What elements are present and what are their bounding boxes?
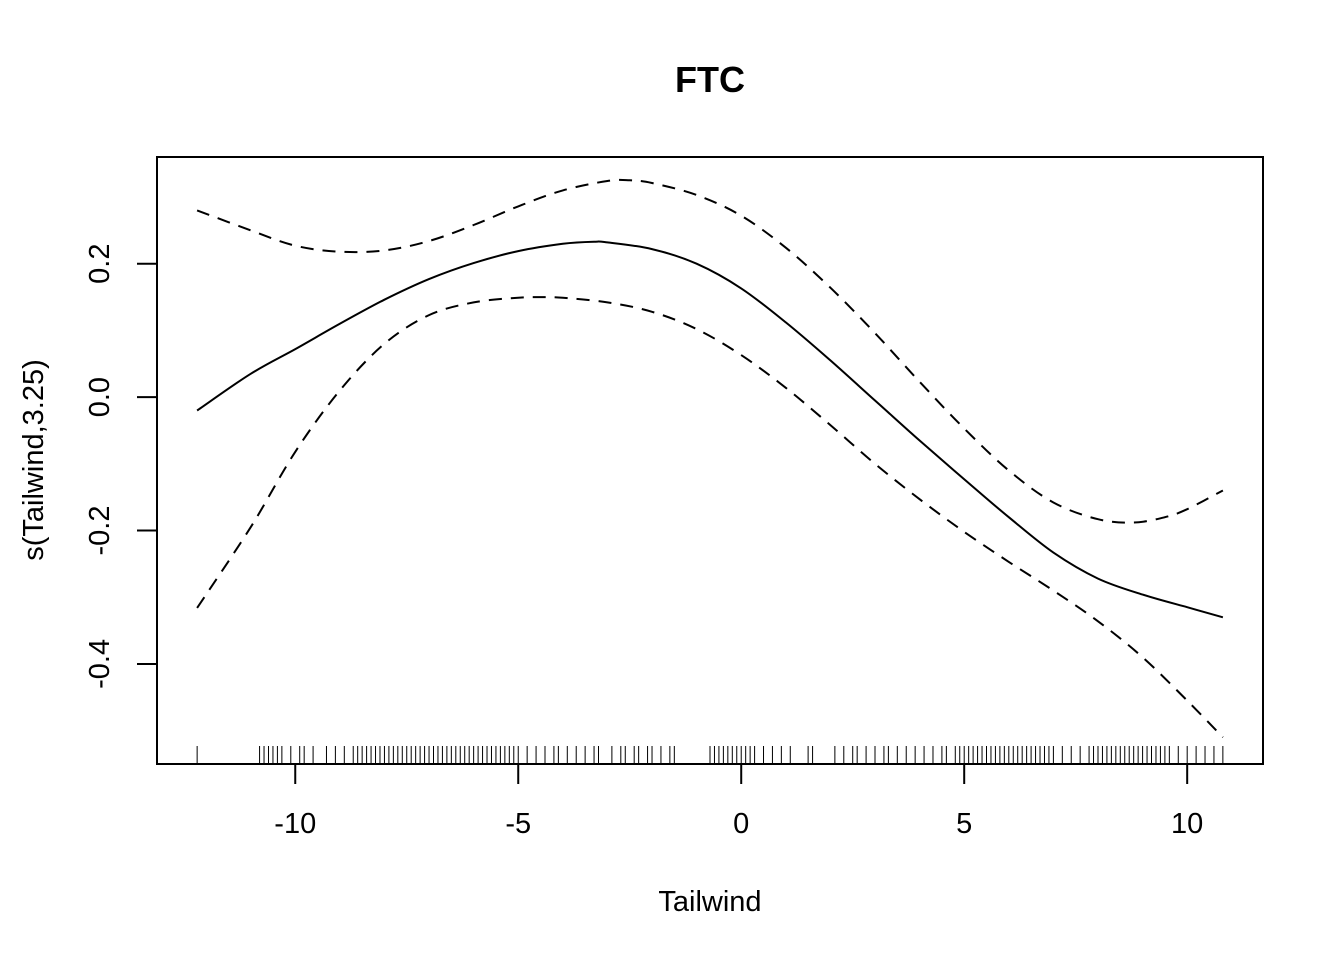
series-upper-ci-line: [196, 178, 1224, 524]
series-layer: [196, 178, 1224, 739]
series-lower-ci-line: [196, 296, 1224, 739]
x-tick-label: 0: [733, 808, 749, 840]
x-tick-label: 5: [956, 808, 972, 840]
series-fit-line: [196, 240, 1224, 619]
y-tick-label: -0.4: [84, 639, 116, 689]
x-axis: -10 -5 0 5 10: [274, 763, 1203, 840]
y-axis-label: s(Tailwind,3.25): [18, 359, 50, 560]
x-axis-label: Tailwind: [658, 886, 761, 918]
x-tick-label: 10: [1171, 808, 1203, 840]
rug-layer: [196, 746, 1224, 764]
y-tick-label: 0.2: [84, 244, 116, 284]
x-tick-label: -5: [505, 808, 531, 840]
x-tick-label: -10: [274, 808, 316, 840]
y-tick-label: -0.2: [84, 506, 116, 556]
y-tick-label: 0.0: [84, 377, 116, 417]
plot-frame: [156, 156, 1264, 765]
y-axis: -0.4 -0.2 0.0 0.2: [84, 244, 158, 689]
chart-title: FTC: [675, 59, 745, 100]
